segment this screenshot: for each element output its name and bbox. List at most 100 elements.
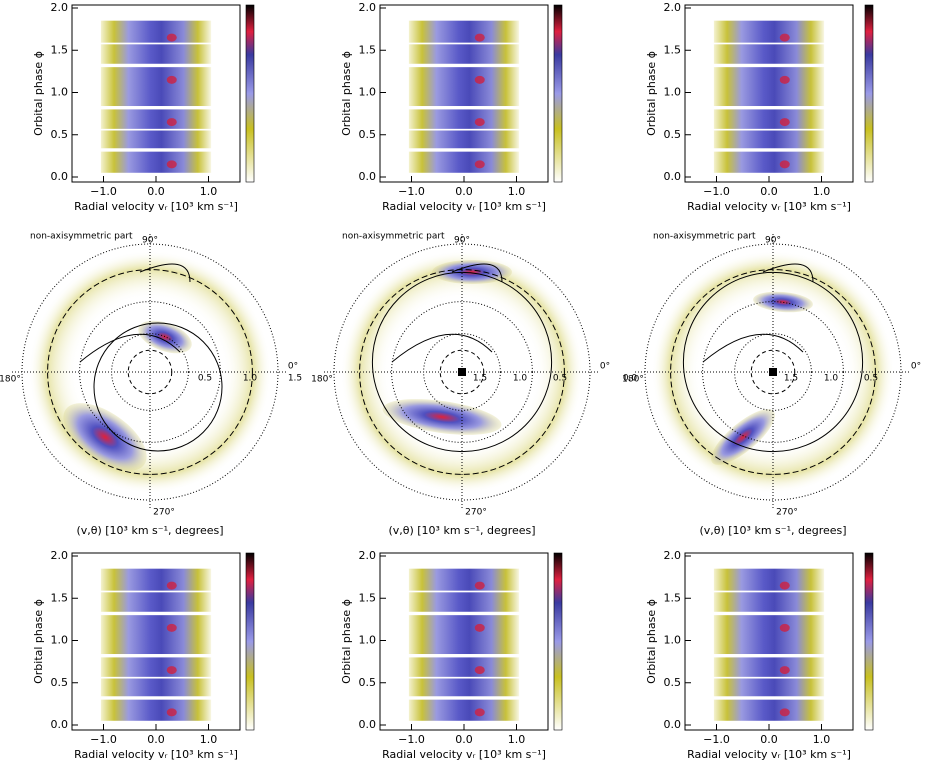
radius-label: 1.5 [784,374,798,384]
spectrum-band [408,130,520,149]
y-tick-label: 0.0 [359,718,377,731]
y-tick-label: 0.0 [359,170,377,183]
spectrum-peak [779,160,790,169]
spectrum-band [408,568,520,591]
spectrum-band [408,67,520,107]
stream-curve [79,263,191,363]
spectrum-band [713,657,825,677]
velocity-ring [644,243,902,501]
y-axis-label: Orbital phase ϕ [645,51,658,136]
angle-label: 270° [153,508,175,518]
angle-label: 180° [311,375,333,385]
y-tick-label: 0.0 [664,170,682,183]
y-tick-label: 2.0 [51,1,69,14]
centre-mark [458,368,466,376]
spectrum-band [713,67,825,107]
angle-label: 90° [454,236,470,246]
spectrum-band [408,699,520,721]
spectrum-peak [166,33,177,42]
spectrum-peak [779,118,790,127]
spectrum-peak [474,581,485,590]
emission-region [711,409,775,465]
x-tick-label: −1.0 [398,733,425,746]
spectrum-band [408,615,520,655]
angle-label: 0° [600,362,610,372]
spectrum-band [713,44,825,64]
velocity-ring [702,301,844,443]
spectrum-band [713,699,825,721]
x-axis-label: Radial velocity vᵣ [10³ km s⁻¹] [74,200,238,213]
stream-orbit [682,271,864,453]
x-tick-label: 0.0 [455,185,473,198]
stream-orbit [371,271,553,453]
spectrum-band [713,568,825,591]
x-tick-label: −1.0 [703,185,730,198]
colorbar [553,4,563,183]
angle-label: 270° [465,508,487,518]
y-tick-label: 0.5 [664,128,682,141]
colorbar [553,552,563,731]
spectrum-band [100,130,212,149]
radius-label: 1.5 [288,374,302,384]
stream-curve [391,263,503,363]
spectrum-band [713,130,825,149]
spectrum-band [713,592,825,612]
y-tick-label: 1.0 [359,86,377,99]
emission-region [753,291,813,313]
x-axis-label: Radial velocity vᵣ [10³ km s⁻¹] [382,200,546,213]
spectrum-band [100,67,212,107]
spectrum-band [100,615,212,655]
y-tick-label: 1.5 [359,43,377,56]
y-tick-label: 2.0 [51,549,69,562]
y-tick-label: 1.0 [51,634,69,647]
spectrum-peak [166,623,177,632]
spectrum-peak [166,581,177,590]
y-axis-label: Orbital phase ϕ [32,599,45,684]
spectrum-peak [779,708,790,717]
spectrum-peak [166,160,177,169]
spectrum-peak [779,33,790,42]
x-tick-label: 0.0 [760,185,778,198]
spectrum-band [100,568,212,591]
radius-label: 1.5 [473,374,487,384]
spectrum-band [408,44,520,64]
spectrum-peak [779,666,790,675]
spectrum-band [713,151,825,173]
y-tick-label: 0.0 [51,718,69,731]
y-tick-label: 1.0 [51,86,69,99]
x-tick-label: 0.0 [147,733,165,746]
spectrum-peak [474,75,485,84]
angle-label: 90° [142,236,158,246]
x-tick-label: 1.0 [813,733,831,746]
x-axis-label: Radial velocity vᵣ [10³ km s⁻¹] [687,748,851,761]
spectrum-band [100,699,212,721]
x-tick-label: −1.0 [703,733,730,746]
spectrum-peak [474,708,485,717]
y-tick-label: 1.5 [51,591,69,604]
y-tick-label: 1.5 [51,43,69,56]
angle-label: 0° [288,362,298,372]
x-tick-label: 0.0 [760,733,778,746]
x-tick-label: −1.0 [398,185,425,198]
velocity-ring [333,243,591,501]
x-tick-label: 1.0 [508,185,526,198]
centre-mark [769,368,777,376]
y-tick-label: 1.5 [664,591,682,604]
spectrum-band [408,592,520,612]
spectrum-band [713,678,825,697]
x-axis-label: Radial velocity vᵣ [10³ km s⁻¹] [687,200,851,213]
spectrum-band [100,44,212,64]
x-axis-label: Radial velocity vᵣ [10³ km s⁻¹] [382,748,546,761]
radius-label: 0.5 [553,374,567,384]
y-tick-label: 0.5 [359,676,377,689]
spectrum-band [408,20,520,43]
colorbar [864,552,874,731]
spectrum-peak [779,581,790,590]
colorbar [864,4,874,183]
y-tick-label: 1.0 [664,634,682,647]
spectrum-peak [166,118,177,127]
tomogram-title: non-axisymmetric part [30,232,133,242]
x-tick-label: 0.0 [147,185,165,198]
x-tick-label: −1.0 [90,733,117,746]
radius-label: 0.0 [623,374,638,384]
